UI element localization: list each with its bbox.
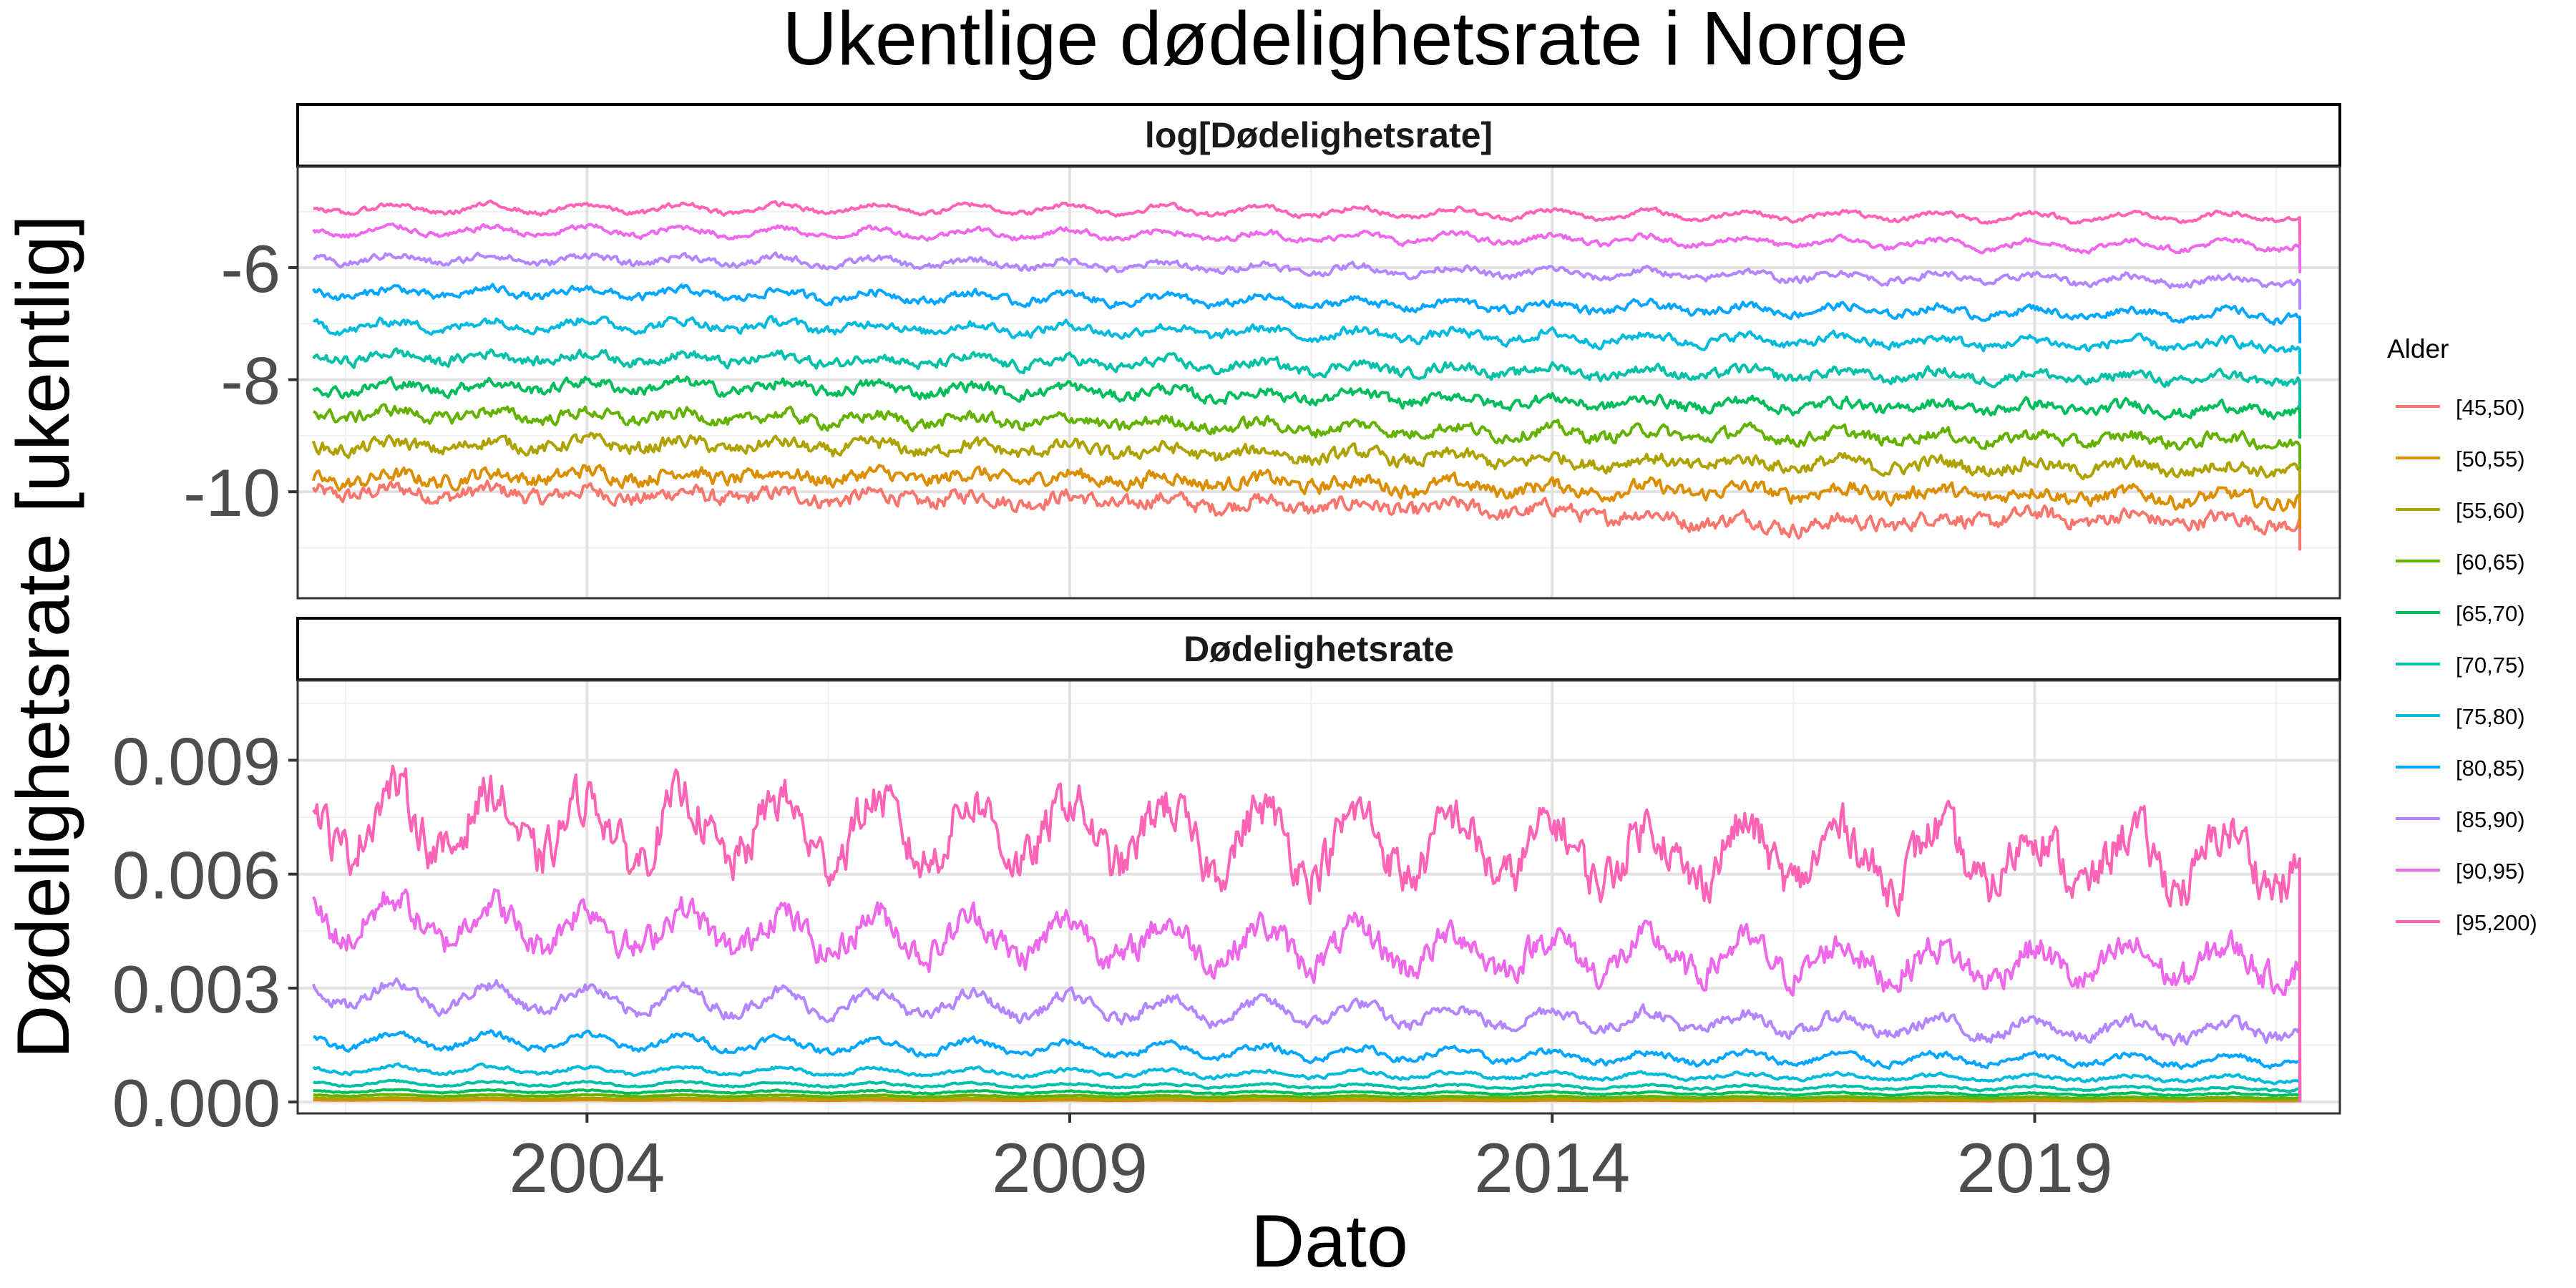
legend-label: [60,65) [2456,550,2525,575]
series-line-[50,55) [311,464,2302,529]
y-tick-label: -6 [220,231,280,306]
legend-title: Alder [2387,334,2449,364]
series-line-[55,60) [313,1096,2302,1103]
panel-strip [296,103,2341,167]
x-tick-label: 2019 [1956,1128,2112,1207]
panel-border [296,679,2341,1115]
chart-title: Ukentlige dødelighetsrate i Norge [782,0,1908,81]
legend-label: [85,90) [2456,807,2525,832]
legend-label: [80,85) [2456,756,2525,781]
series-line-[55,60) [311,431,2302,498]
series-line-[70,75) [312,347,2302,408]
series-lines [311,199,2302,551]
series-line-[90,95) [312,888,2302,1103]
series-line-[95,200) [313,199,2302,245]
series-lines [311,764,2302,1103]
legend-label: [75,80) [2456,704,2525,729]
panel-strip-label: Dødelighetsrate [1184,629,1454,669]
y-tick-label: 0.000 [112,1065,280,1141]
y-axis: -10 -8 -6 [183,231,298,530]
panel-2: Dødelighetsrate 0.000 0.003 0.006 0.009 [112,617,2341,1141]
legend-label: [95,200) [2456,910,2537,935]
series-line-[70,75) [313,1078,2302,1103]
legend-label: [45,50) [2456,395,2525,420]
series-line-[75,80) [312,1062,2302,1103]
legend-label: [65,70) [2456,601,2525,626]
y-tick-label: -10 [183,455,280,530]
y-axis-title: Dødelighetsrate [ukentlig] [2,215,85,1058]
gridlines [298,167,2340,598]
x-axis-title: Dato [1251,1200,1408,1283]
legend-label: [70,75) [2456,653,2525,678]
panel-background [298,680,2340,1113]
panels-layer: log[Dødelighetsrate] -10 -8 -6 Dødelighetsra… [112,103,2341,1141]
series-line-[60,65) [313,403,2302,469]
y-tick-label: 0.003 [112,952,280,1027]
x-tick-label: 2009 [992,1128,1148,1207]
series-line-[65,70) [313,1088,2302,1103]
y-tick-label: 0.009 [112,723,280,799]
legend-label: [55,60) [2456,498,2525,523]
legend-label: [50,55) [2456,447,2525,472]
series-line-[60,65) [313,1093,2302,1103]
legend: Alder [45,50) [50,55) [55,60) [60,65) [65,70… [2387,334,2537,935]
series-line-[65,70) [312,375,2302,439]
series-line-[90,95) [312,223,2302,273]
series-line-[75,80) [313,315,2302,374]
panel-border [296,165,2341,600]
legend-label: [90,95) [2456,859,2525,884]
series-line-[85,90) [313,251,2302,310]
series-line-[80,85) [312,283,2302,343]
panel-strip-label: log[Dødelighetsrate] [1145,115,1493,155]
panel-strip [296,617,2341,681]
series-line-[45,50) [312,479,2302,551]
series-line-[80,85) [313,1029,2302,1103]
y-tick-label: -8 [220,343,280,419]
y-axis: 0.000 0.003 0.006 0.009 [112,723,298,1141]
x-tick-label: 2014 [1474,1128,1630,1207]
panel-1: log[Dødelighetsrate] -10 -8 -6 [183,103,2341,600]
x-tick-label: 2004 [509,1128,665,1207]
y-tick-label: 0.006 [112,838,280,913]
x-axis: 2004 2009 2014 2019 [509,1113,2113,1207]
series-line-[95,200) [312,764,2302,1103]
series-line-[85,90) [311,977,2302,1103]
